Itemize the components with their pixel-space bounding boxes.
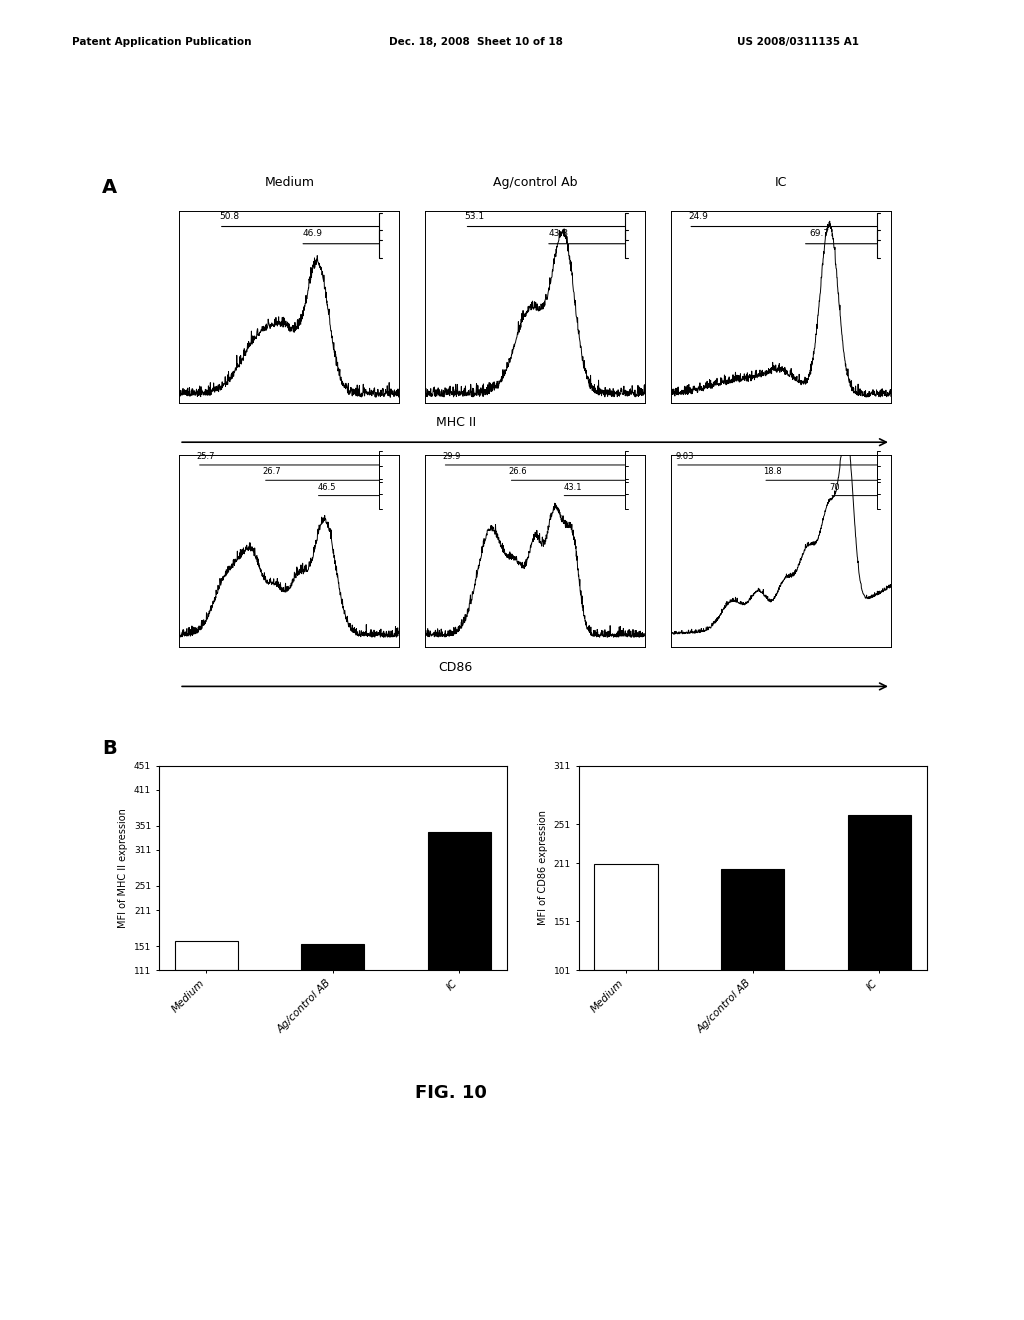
Bar bbox=[721, 869, 784, 970]
Y-axis label: MFI of MHC II expression: MFI of MHC II expression bbox=[119, 808, 128, 928]
Text: 43.8: 43.8 bbox=[548, 228, 568, 238]
Text: A: A bbox=[102, 178, 118, 197]
Text: 25.7: 25.7 bbox=[197, 453, 215, 461]
Text: Patent Application Publication: Patent Application Publication bbox=[72, 37, 251, 48]
Text: MHC II: MHC II bbox=[435, 416, 476, 429]
Text: 18.8: 18.8 bbox=[763, 467, 781, 477]
Text: 26.6: 26.6 bbox=[509, 467, 527, 477]
Bar bbox=[594, 865, 657, 970]
Text: CD86: CD86 bbox=[438, 660, 473, 673]
Title: IC: IC bbox=[774, 176, 787, 189]
Y-axis label: MFI of CD86 expression: MFI of CD86 expression bbox=[539, 810, 548, 925]
Text: 50.8: 50.8 bbox=[219, 211, 239, 220]
Text: 43.1: 43.1 bbox=[563, 483, 583, 492]
Text: Dec. 18, 2008  Sheet 10 of 18: Dec. 18, 2008 Sheet 10 of 18 bbox=[389, 37, 563, 48]
Text: 26.7: 26.7 bbox=[263, 467, 282, 477]
Title: Medium: Medium bbox=[264, 176, 314, 189]
Text: 9.03: 9.03 bbox=[675, 453, 693, 461]
Text: 46.9: 46.9 bbox=[302, 228, 323, 238]
Text: 69.7: 69.7 bbox=[809, 228, 829, 238]
Text: B: B bbox=[102, 739, 117, 758]
Bar bbox=[301, 944, 365, 970]
Bar bbox=[428, 833, 492, 970]
Text: FIG. 10: FIG. 10 bbox=[415, 1084, 486, 1102]
Text: 70: 70 bbox=[829, 483, 840, 492]
Text: 24.9: 24.9 bbox=[688, 211, 709, 220]
Bar bbox=[848, 816, 911, 970]
Title: Ag/control Ab: Ag/control Ab bbox=[493, 176, 578, 189]
Bar bbox=[174, 941, 238, 970]
Text: 29.9: 29.9 bbox=[442, 453, 461, 461]
Text: 46.5: 46.5 bbox=[317, 483, 337, 492]
Text: 53.1: 53.1 bbox=[465, 211, 484, 220]
Text: US 2008/0311135 A1: US 2008/0311135 A1 bbox=[737, 37, 859, 48]
